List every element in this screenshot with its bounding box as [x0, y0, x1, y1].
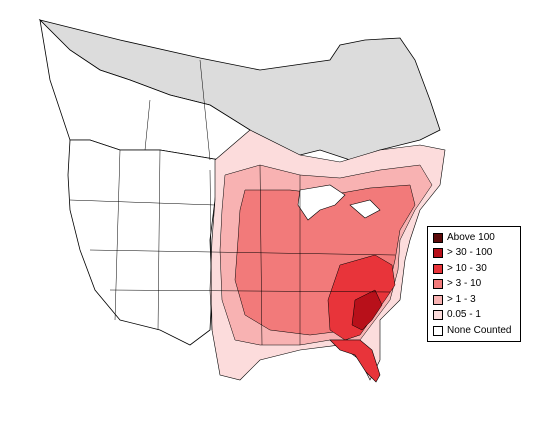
- legend-swatch: [433, 310, 443, 320]
- western-us-region: [67, 139, 221, 346]
- legend: Above 100 > 30 - 100 > 10 - 30 > 3 - 10 > 1 …: [427, 226, 521, 342]
- legend-item: > 10 - 30: [433, 262, 487, 275]
- legend-item: > 30 - 100: [433, 247, 492, 260]
- legend-swatch: [433, 294, 443, 305]
- legend-swatch: [433, 279, 443, 289]
- legend-item: None Counted: [433, 324, 512, 337]
- legend-swatch: [433, 248, 443, 258]
- legend-swatch: [433, 325, 443, 336]
- legend-swatch: [433, 263, 443, 274]
- legend-label: > 3 - 10: [447, 278, 482, 289]
- legend-item: > 3 - 10: [433, 278, 481, 291]
- legend-item: Above 100: [433, 231, 495, 244]
- legend-label: Above 100: [447, 231, 495, 243]
- legend-label: None Counted: [447, 324, 512, 336]
- legend-item: 0.05 - 1: [433, 309, 481, 322]
- legend-label: > 10 - 30: [447, 262, 487, 274]
- legend-swatch: [433, 232, 443, 243]
- great-lakes: [297, 184, 381, 221]
- legend-label: 0.05 - 1: [447, 309, 481, 320]
- legend-item: > 1 - 3: [433, 293, 476, 306]
- legend-label: > 30 - 100: [447, 247, 493, 258]
- legend-label: > 1 - 3: [447, 293, 476, 305]
- range-band-30-100: [351, 289, 383, 331]
- florida-region: [329, 339, 381, 383]
- borders: [69, 59, 396, 346]
